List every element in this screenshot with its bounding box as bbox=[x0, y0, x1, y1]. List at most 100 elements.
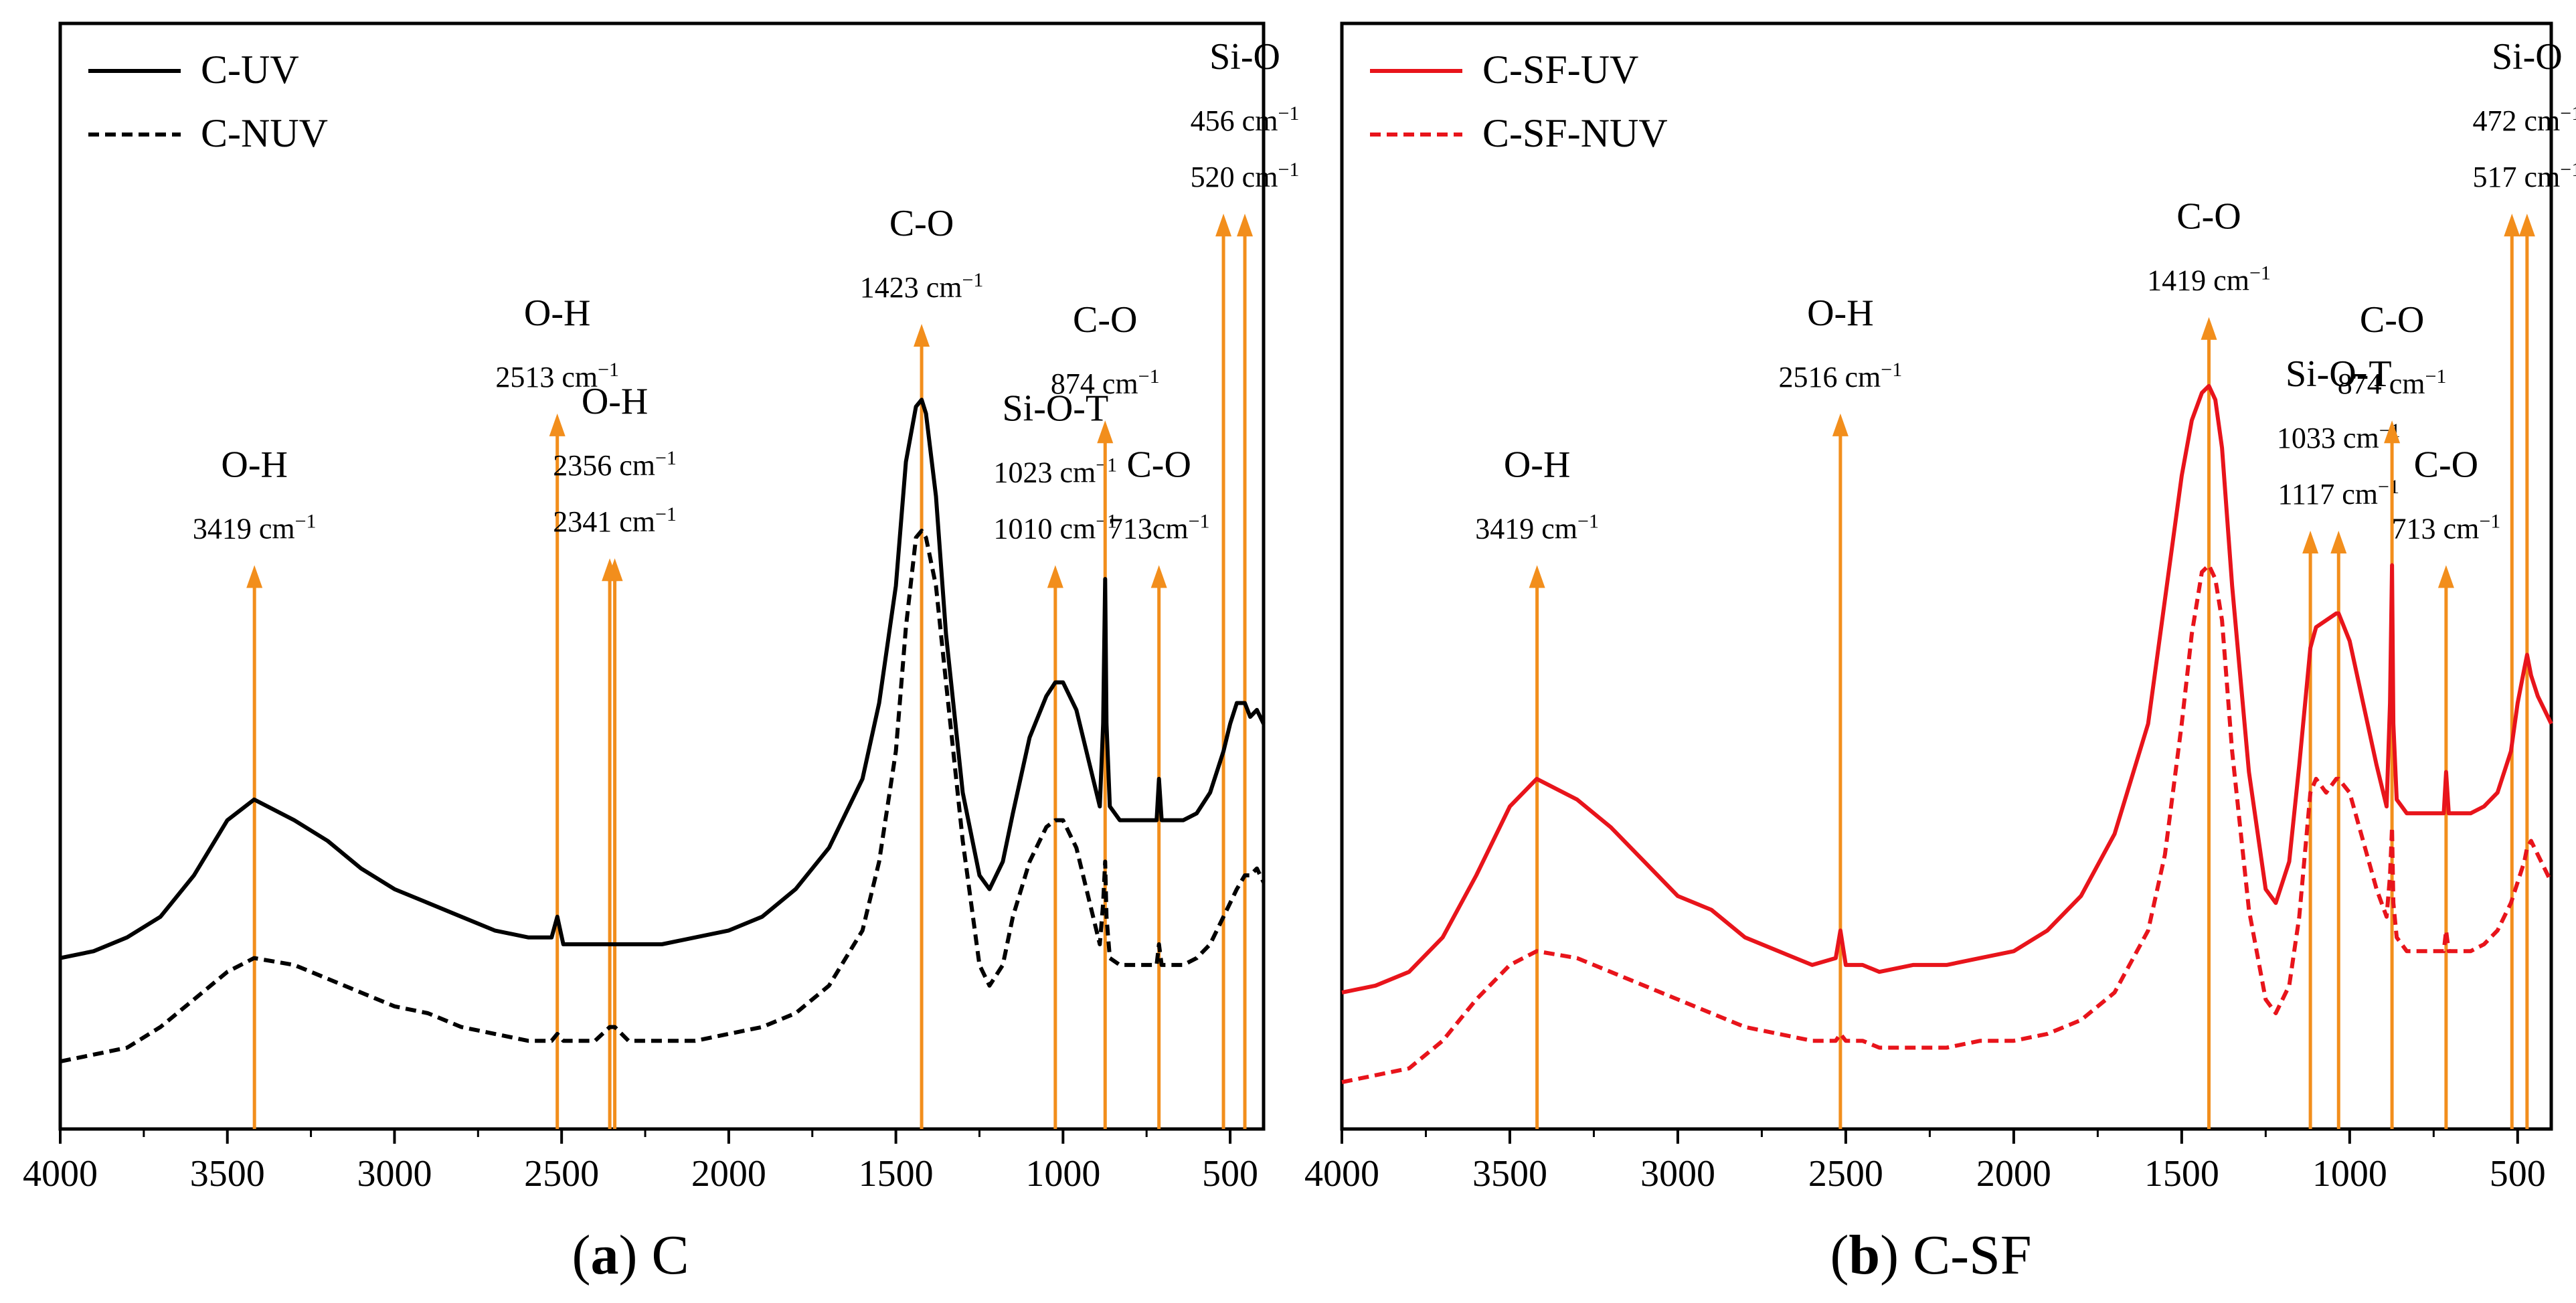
peak-label-wavenumber: 1023 cm−1 bbox=[994, 454, 1118, 489]
caption-b: (b) C-SF bbox=[1830, 1224, 2031, 1286]
x-tick-label: 2000 bbox=[691, 1153, 766, 1195]
peak-label-wavenumber: 1117 cm−1 bbox=[2278, 476, 2399, 511]
caption-b-letter: b bbox=[1849, 1224, 1880, 1286]
peak-marker-arrowhead bbox=[2384, 420, 2401, 444]
peak-label-name: Si-O-T bbox=[1003, 388, 1109, 430]
series-line-c-sf-uv bbox=[1341, 383, 2553, 995]
plot-frame bbox=[58, 21, 1266, 1131]
series-line-c-nuv bbox=[60, 529, 1266, 1064]
unit-superscript: −1 bbox=[2560, 159, 2576, 181]
peak-marker-arrowhead bbox=[1215, 213, 1232, 237]
peak-marker-arrowhead bbox=[2504, 213, 2520, 237]
unit-superscript: −1 bbox=[1278, 159, 1299, 181]
x-tick-label: 3000 bbox=[357, 1153, 432, 1195]
unit-superscript: −1 bbox=[2425, 365, 2447, 387]
peak-label-name: Si-O bbox=[1209, 36, 1280, 78]
peak-label-wavenumber: 1419 cm−1 bbox=[2147, 262, 2271, 297]
peak-label-name: C-O bbox=[2176, 196, 2241, 238]
peak-label-wavenumber: 517 cm−1 bbox=[2473, 159, 2576, 194]
peak-marker-arrowhead bbox=[1529, 565, 1545, 588]
unit-superscript: −1 bbox=[1189, 510, 1210, 532]
peak-label-wavenumber: 874 cm−1 bbox=[1051, 365, 1160, 401]
series-line-c-sf-nuv bbox=[1341, 563, 2553, 1084]
peak-label-wavenumber: 713cm−1 bbox=[1108, 510, 1210, 545]
series-line-c-uv bbox=[60, 398, 1266, 960]
peak-marker-arrowhead bbox=[1150, 565, 1167, 588]
peak-label-name: O-H bbox=[1504, 444, 1571, 486]
caption-a-text: C bbox=[651, 1224, 689, 1286]
unit-superscript: −1 bbox=[598, 358, 619, 380]
unit-superscript: −1 bbox=[655, 503, 677, 525]
peak-marker-arrowhead bbox=[1237, 213, 1254, 237]
unit-superscript: −1 bbox=[2249, 262, 2271, 284]
unit-superscript: −1 bbox=[295, 510, 317, 532]
legend-label: C-SF-UV bbox=[1482, 48, 1638, 92]
peak-marker-arrowhead bbox=[2330, 531, 2347, 553]
unit-superscript: −1 bbox=[1577, 510, 1599, 532]
x-tick-label: 1500 bbox=[859, 1153, 934, 1195]
unit-superscript: −1 bbox=[2378, 476, 2399, 498]
panel-b-chart: 4000 3500 3000 2500 2000 1500 1000 500 O-H 3419 c… bbox=[1304, 21, 2576, 1195]
peak-label-name: C-O bbox=[1073, 299, 1137, 341]
peak-marker-arrowhead bbox=[2518, 213, 2535, 237]
peak-label-name: C-O bbox=[2360, 299, 2424, 341]
peak-label-wavenumber: 2516 cm−1 bbox=[1779, 358, 1903, 394]
peak-label-wavenumber: 713 cm−1 bbox=[2392, 510, 2501, 545]
peak-marker-arrowhead bbox=[606, 558, 623, 582]
peak-marker-arrowhead bbox=[2302, 531, 2319, 553]
peak-label-wavenumber: 1010 cm−1 bbox=[994, 510, 1118, 545]
peak-label-wavenumber: 1033 cm−1 bbox=[2277, 420, 2401, 455]
unit-superscript: −1 bbox=[1278, 102, 1299, 124]
peak-label-wavenumber: 1423 cm−1 bbox=[860, 269, 984, 305]
peak-label-name: Si-O bbox=[2492, 36, 2563, 78]
x-tick-label: 2000 bbox=[1976, 1153, 2051, 1195]
unit-superscript: −1 bbox=[655, 447, 677, 469]
x-tick-label: 2500 bbox=[1808, 1153, 1883, 1195]
peak-label-wavenumber: 456 cm−1 bbox=[1191, 102, 1300, 138]
plot-frame bbox=[1340, 21, 2553, 1131]
peak-label-name: C-O bbox=[2414, 444, 2478, 486]
peak-label-name: C-O bbox=[1126, 444, 1191, 486]
peak-marker-arrowhead bbox=[1097, 420, 1114, 444]
peak-marker-arrowhead bbox=[1047, 565, 1063, 588]
x-tick-label: 3500 bbox=[1472, 1153, 1547, 1195]
peak-marker-arrowhead bbox=[1832, 413, 1849, 436]
peak-label-name: O-H bbox=[582, 381, 649, 422]
x-tick-label: 500 bbox=[2490, 1153, 2546, 1195]
panel-a-chart: 4000 3500 3000 2500 2000 1500 1000 500 O-H 3419 c… bbox=[23, 21, 1300, 1195]
unit-superscript: −1 bbox=[962, 269, 983, 291]
legend-label: C-SF-NUV bbox=[1482, 111, 1668, 155]
peak-label-name: O-H bbox=[221, 444, 288, 486]
peak-label-name: O-H bbox=[524, 292, 591, 334]
unit-superscript: −1 bbox=[1881, 358, 1902, 380]
legend-label: C-NUV bbox=[201, 111, 328, 155]
peak-marker-arrowhead bbox=[914, 324, 930, 347]
x-tick-label: 4000 bbox=[1304, 1153, 1379, 1195]
peak-label-wavenumber: 874 cm−1 bbox=[2338, 365, 2447, 401]
unit-superscript: −1 bbox=[1138, 365, 1160, 387]
x-tick-label: 3000 bbox=[1640, 1153, 1715, 1195]
caption-a: (a) C bbox=[572, 1224, 689, 1286]
x-tick-label: 1000 bbox=[1025, 1153, 1100, 1195]
x-tick-label: 4000 bbox=[23, 1153, 98, 1195]
x-tick-label: 500 bbox=[1202, 1153, 1258, 1195]
x-tick-label: 1500 bbox=[2144, 1153, 2219, 1195]
unit-superscript: −1 bbox=[2479, 510, 2500, 532]
peak-label-wavenumber: 3419 cm−1 bbox=[193, 510, 317, 545]
peak-marker-arrowhead bbox=[549, 413, 566, 436]
peak-label-wavenumber: 472 cm−1 bbox=[2473, 102, 2576, 138]
peak-label-wavenumber: 520 cm−1 bbox=[1191, 159, 1300, 194]
peak-label-name: O-H bbox=[1807, 292, 1874, 334]
peak-marker-arrowhead bbox=[246, 565, 263, 588]
x-tick-label: 2500 bbox=[524, 1153, 599, 1195]
peak-label-wavenumber: 3419 cm−1 bbox=[1475, 510, 1599, 545]
caption-b-text: C-SF bbox=[1913, 1224, 2031, 1286]
legend-label: C-UV bbox=[201, 48, 299, 92]
unit-superscript: −1 bbox=[2560, 102, 2576, 124]
x-tick-label: 1000 bbox=[2312, 1153, 2387, 1195]
x-tick-label: 3500 bbox=[190, 1153, 265, 1195]
peak-label-wavenumber: 2356 cm−1 bbox=[553, 447, 677, 483]
peak-marker-arrowhead bbox=[2201, 317, 2217, 340]
caption-a-letter: a bbox=[590, 1224, 618, 1286]
